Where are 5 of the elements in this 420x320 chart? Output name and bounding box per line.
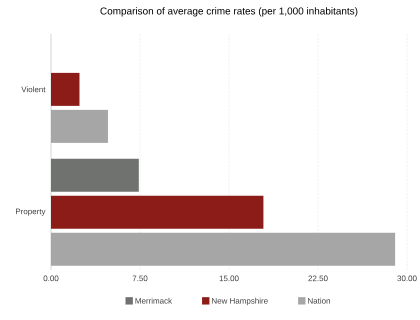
- bar: [51, 72, 80, 106]
- chart-title: Comparison of average crime rates (per 1,000 inhabitants): [100, 7, 358, 16]
- bar: [51, 110, 108, 143]
- bar: [51, 158, 139, 192]
- bar: [51, 196, 264, 229]
